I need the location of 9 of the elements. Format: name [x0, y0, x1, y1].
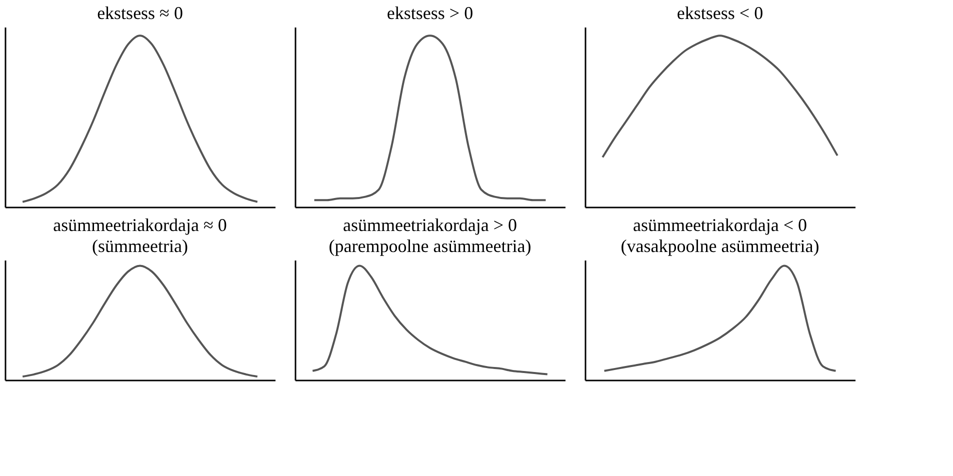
chart-title: ekstsess ≈ 0 — [97, 3, 183, 23]
chart-title: asümmeetriakordaja ≈ 0 — [53, 215, 227, 235]
chart-subtitle: (parempoolne asümmeetria) — [328, 236, 532, 256]
chart-subtitle: (sümmeetria) — [92, 236, 188, 256]
chart-title: ekstsess > 0 — [386, 3, 474, 23]
chart-title: asümmeetriakordaja < 0 — [632, 215, 808, 235]
chart-title: ekstsess < 0 — [676, 3, 764, 23]
chart-title: asümmeetriakordaja > 0 — [342, 215, 518, 235]
chart-subtitle: (vasakpoolne asümmeetria) — [620, 236, 820, 256]
